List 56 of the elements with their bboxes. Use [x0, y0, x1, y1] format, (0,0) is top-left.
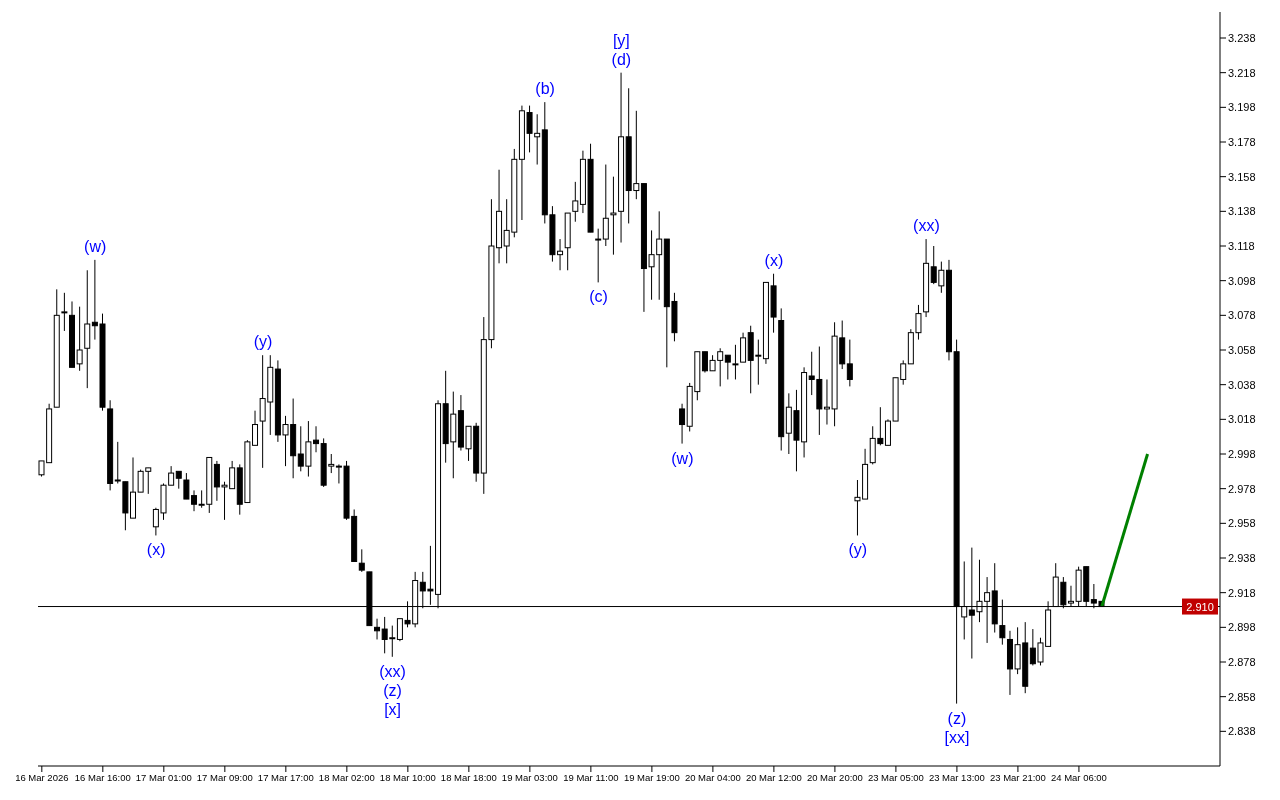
y-tick-label: 3.058 — [1228, 343, 1256, 356]
x-tick-label: 23 Mar 05:00 — [867, 771, 924, 783]
y-tick-label: 3.218 — [1228, 66, 1256, 79]
y-tick-label: 3.018 — [1228, 413, 1256, 426]
annotation: (y) — [848, 541, 868, 559]
x-tick-label: 18 Mar 02:00 — [318, 771, 375, 783]
x-tick-label: 24 Mar 06:00 — [1050, 771, 1107, 783]
x-tick-label: 16 Mar 16:00 — [74, 771, 131, 783]
annotation: [x] — [384, 700, 402, 718]
annotation: [xx] — [944, 728, 970, 746]
y-tick-label: 2.918 — [1228, 586, 1256, 599]
x-tick-label: 23 Mar 13:00 — [928, 771, 985, 783]
y-tick-label: 2.898 — [1228, 621, 1256, 634]
y-tick-label: 2.958 — [1228, 517, 1256, 530]
x-tick-label: 17 Mar 01:00 — [135, 771, 192, 783]
annotation: (xx) — [913, 217, 940, 235]
x-tick-label: 16 Mar 2026 — [15, 771, 69, 783]
x-tick-label: 20 Mar 20:00 — [806, 771, 863, 783]
y-tick-label: 2.998 — [1228, 447, 1256, 460]
y-tick-label: 3.238 — [1228, 31, 1256, 44]
y-tick-label: 2.838 — [1228, 725, 1256, 738]
annotation: (b) — [535, 80, 555, 98]
y-tick-label: 3.198 — [1228, 101, 1256, 114]
x-tick-label: 20 Mar 12:00 — [745, 771, 802, 783]
annotation: (x) — [146, 541, 166, 559]
annotation: (xx) — [379, 662, 406, 680]
annotation: (c) — [589, 288, 608, 306]
annotation: (w) — [84, 237, 107, 255]
x-tick-label: 19 Mar 03:00 — [501, 771, 558, 783]
y-tick-label: 2.858 — [1228, 690, 1256, 703]
x-tick-label: 19 Mar 11:00 — [563, 771, 619, 783]
annotation: (z) — [947, 709, 967, 727]
y-tick-label: 3.078 — [1228, 309, 1256, 322]
y-tick-label: 3.118 — [1228, 239, 1255, 252]
x-tick-label: 19 Mar 19:00 — [623, 771, 680, 783]
x-tick-label: 20 Mar 04:00 — [684, 771, 741, 783]
x-tick-label: 23 Mar 21:00 — [989, 771, 1046, 783]
annotation: (z) — [383, 681, 402, 699]
annotation: (d) — [611, 50, 632, 68]
annotation: (w) — [671, 449, 694, 467]
y-tick-label: 2.938 — [1228, 551, 1256, 564]
y-tick-label: 3.038 — [1228, 378, 1256, 391]
annotation: (x) — [764, 251, 784, 269]
y-tick-label: 2.878 — [1228, 655, 1256, 668]
y-tick-label: 2.978 — [1228, 482, 1256, 495]
y-tick-label: 3.158 — [1228, 170, 1256, 183]
y-tick-label: 3.178 — [1228, 135, 1256, 148]
x-tick-label: 17 Mar 17:00 — [257, 771, 314, 783]
y-tick-label: 3.098 — [1228, 274, 1256, 287]
x-tick-label: 18 Mar 10:00 — [379, 771, 436, 783]
ref-line-label: 2.910 — [1186, 600, 1214, 613]
annotation: (y) — [253, 333, 273, 351]
y-tick-label: 3.138 — [1228, 205, 1256, 218]
annotation: [y] — [612, 31, 630, 49]
x-tick-label: 18 Mar 18:00 — [440, 771, 497, 783]
x-tick-label: 17 Mar 09:00 — [196, 771, 253, 783]
